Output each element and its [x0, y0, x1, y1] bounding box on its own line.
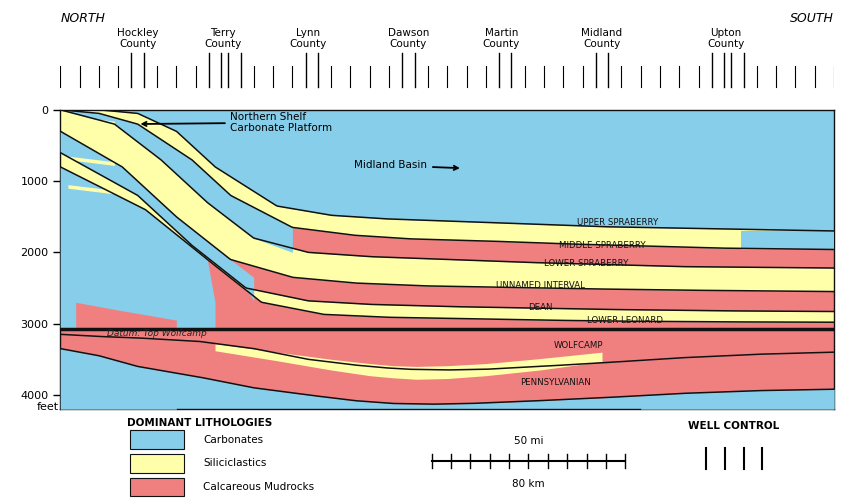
Text: feet: feet [36, 402, 58, 412]
Text: LOWER SPRABERRY: LOWER SPRABERRY [544, 259, 629, 268]
Text: Siliciclastics: Siliciclastics [203, 459, 267, 469]
Text: DEAN: DEAN [528, 303, 552, 312]
Text: Lynn
County: Lynn County [289, 27, 327, 49]
Text: UPPER SPRABERRY: UPPER SPRABERRY [577, 218, 658, 227]
Text: 50 mi: 50 mi [513, 436, 544, 446]
Text: Northern Shelf
Carbonate Platform: Northern Shelf Carbonate Platform [143, 112, 333, 133]
Text: Hockley
County: Hockley County [117, 27, 158, 49]
Bar [130, 454, 184, 473]
Text: Carbonates: Carbonates [203, 435, 263, 445]
Text: DOMINANT LITHOLOGIES: DOMINANT LITHOLOGIES [127, 418, 272, 429]
Text: Calcareous Mudrocks: Calcareous Mudrocks [203, 482, 315, 492]
Text: WOLFCAMP: WOLFCAMP [554, 340, 604, 349]
Text: UNNAMED INTERVAL: UNNAMED INTERVAL [495, 281, 585, 290]
Text: Martin
County: Martin County [482, 27, 520, 49]
Text: Upton
County: Upton County [707, 27, 745, 49]
Text: Dawson
County: Dawson County [388, 27, 429, 49]
Text: LOWER LEONARD: LOWER LEONARD [587, 316, 663, 325]
Text: PENNSYLVANIAN: PENNSYLVANIAN [520, 378, 591, 387]
Bar [130, 430, 184, 449]
Text: SOUTH: SOUTH [790, 12, 834, 25]
Text: 80 km: 80 km [513, 480, 544, 490]
Text: Terry
County: Terry County [204, 27, 242, 49]
Text: NORTH: NORTH [60, 12, 105, 25]
Text: Midland Basin: Midland Basin [354, 160, 458, 170]
Text: WELL CONTROL: WELL CONTROL [688, 421, 779, 431]
Text: Midland
County: Midland County [581, 27, 623, 49]
Text: Datum: Top Wolfcamp: Datum: Top Wolfcamp [107, 329, 206, 338]
Text: MIDDLE SPRABERRY: MIDDLE SPRABERRY [559, 241, 645, 250]
Bar [130, 478, 184, 497]
